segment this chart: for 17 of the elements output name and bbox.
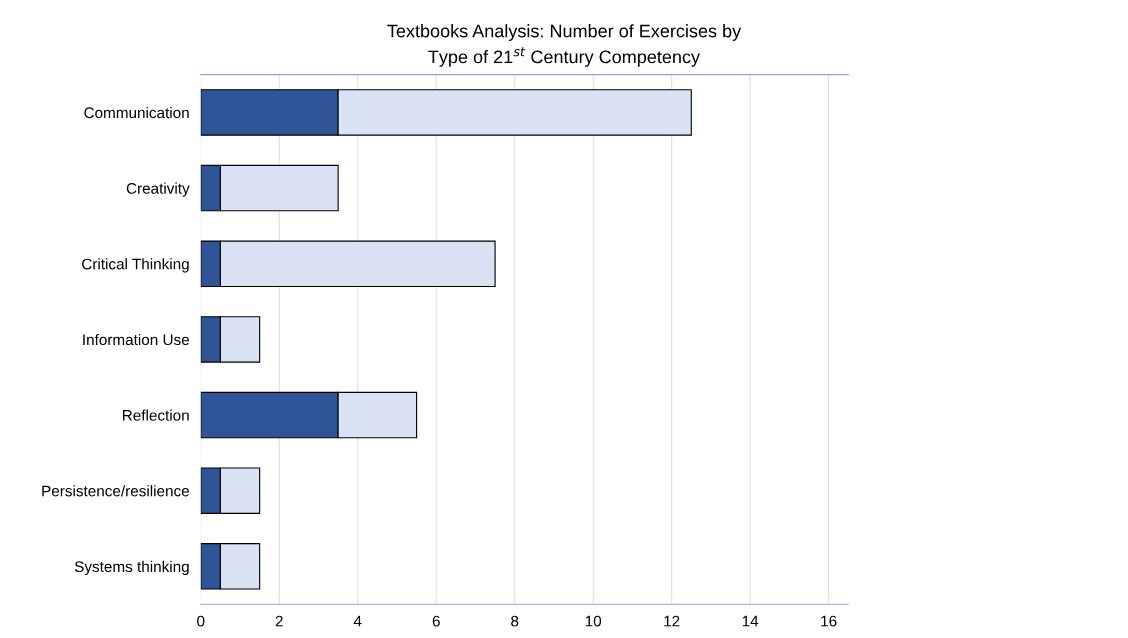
x-tick-label: 8 xyxy=(511,615,519,627)
y-tick-label: Persistence/resilience xyxy=(42,485,189,497)
chart-title: Textbooks Analysis: Number of Exercises by Type of 21$^{st}$ Century Competency xyxy=(387,24,742,67)
x-tick-label: 0 xyxy=(197,615,205,627)
x-tick-label: 10 xyxy=(585,615,602,627)
y-tick-label: Reflection xyxy=(122,409,189,421)
y-tick-label: Systems thinking xyxy=(74,560,189,576)
y-tick-label: Creativity xyxy=(126,182,190,197)
x-tick-label: 14 xyxy=(742,615,759,627)
x-tick-label: 12 xyxy=(664,615,680,627)
x-tick-label: 6 xyxy=(432,615,440,627)
y-tick-label: Communication xyxy=(84,106,189,119)
x-tick-label: 16 xyxy=(821,615,837,627)
y-tick-label: Critical Thinking xyxy=(82,258,189,273)
x-tick-label: 2 xyxy=(275,615,283,627)
y-tick-label: Information Use xyxy=(83,333,189,346)
x-tick-label: 4 xyxy=(353,615,362,627)
